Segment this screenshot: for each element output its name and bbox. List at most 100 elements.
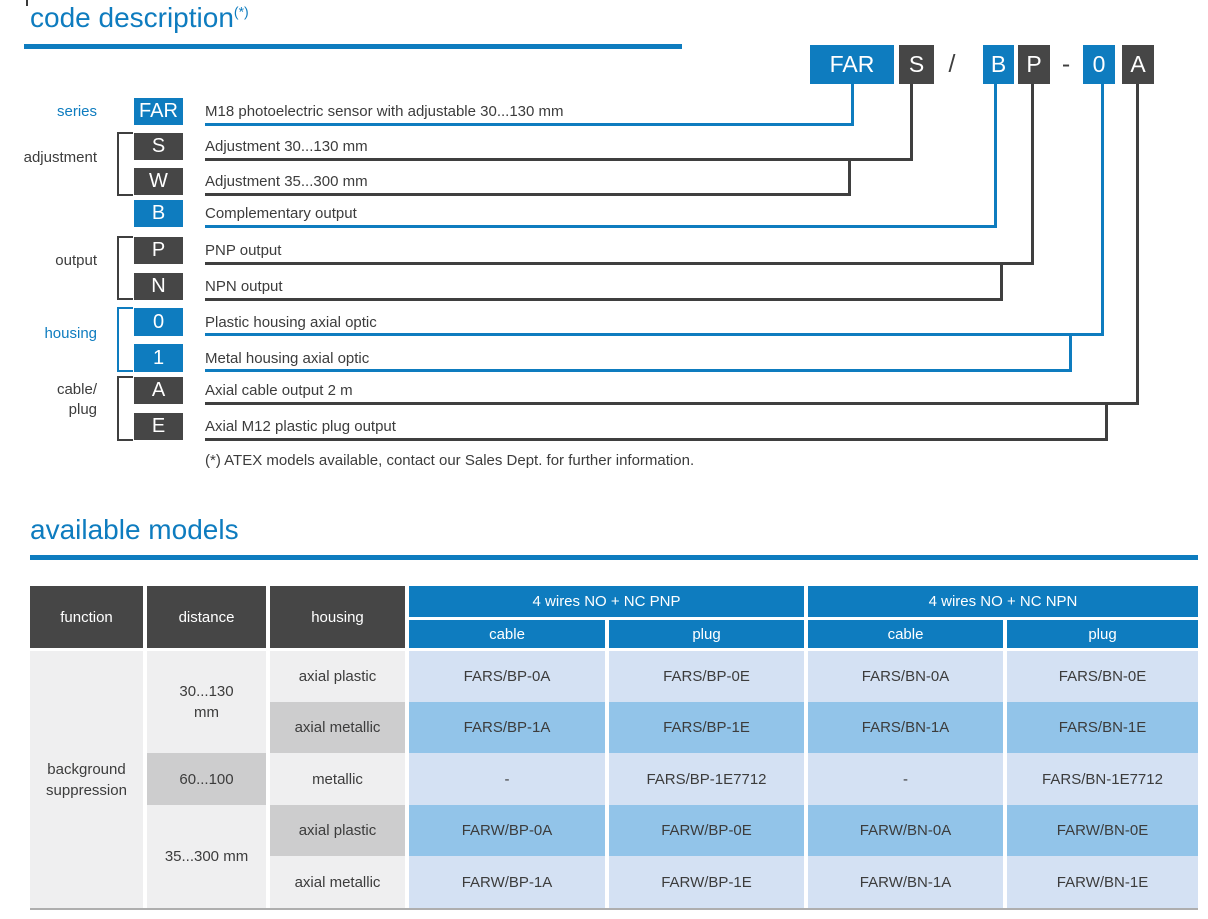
- code-section-title-rule: [24, 44, 682, 49]
- code-desc-1: Metal housing axial optic: [205, 349, 370, 367]
- col-header-housing: housing: [270, 586, 405, 648]
- code-box-0: 0: [134, 308, 183, 336]
- bracket-cable-plug: [117, 376, 133, 441]
- top-code-slash: /: [948, 50, 956, 78]
- connector-line-E: [205, 438, 1108, 441]
- code-section-title-superscript: (*): [233, 3, 249, 20]
- col-header-function: function: [30, 586, 143, 648]
- cell-model: FARS/BP-0E: [609, 651, 804, 702]
- code-desc-FAR: M18 photoelectric sensor with adjustable…: [205, 103, 564, 120]
- cell-housing-row2: axial metallic: [270, 702, 405, 753]
- table-bottom-border: [30, 908, 1198, 910]
- sub-header-npn-plug: plug: [1007, 620, 1198, 648]
- cell-model: FARS/BN-0E: [1007, 651, 1198, 702]
- top-code-dash: -: [1061, 50, 1071, 78]
- cell-housing-row1: axial plastic: [270, 651, 405, 702]
- cell-housing-row5: axial metallic: [270, 856, 405, 908]
- group-label-adjustment: adjustment: [23, 149, 97, 166]
- connector-line-0: [205, 333, 1104, 336]
- cell-model: FARS/BP-0A: [409, 651, 605, 702]
- connector-vert-W: [848, 158, 851, 196]
- code-desc-W: Adjustment 35...300 mm: [205, 173, 368, 190]
- top-code-box-P: P: [1018, 45, 1050, 84]
- code-box-S: S: [134, 133, 183, 160]
- code-desc-P: PNP output: [205, 242, 282, 259]
- code-section-title-text: code description: [30, 2, 234, 33]
- group-label-output: output: [55, 252, 97, 269]
- connector-line-FAR: [205, 123, 854, 126]
- group-header-pnp: 4 wires NO + NC PNP: [409, 586, 804, 617]
- connector-vert-E: [1105, 402, 1108, 441]
- cell-model: FARW/BP-0A: [409, 805, 605, 856]
- bracket-adjustment: [117, 132, 133, 196]
- code-box-FAR: FAR: [134, 98, 183, 125]
- connector-line-N: [205, 298, 1003, 301]
- bracket-housing: [117, 307, 133, 372]
- top-code-box-S: S: [899, 45, 934, 84]
- col-header-distance: distance: [147, 586, 266, 648]
- cell-model: -: [409, 753, 605, 805]
- connector-line-A: [205, 402, 1139, 405]
- cell-model: FARS/BN-0A: [808, 651, 1003, 702]
- code-box-N: N: [134, 273, 183, 300]
- cell-model: FARW/BN-1A: [808, 856, 1003, 908]
- cell-housing-row3: metallic: [270, 753, 405, 805]
- cell-housing-row4: axial plastic: [270, 805, 405, 856]
- cell-model: FARW/BN-0A: [808, 805, 1003, 856]
- connector-line-1: [205, 369, 1072, 372]
- top-code-box-FAR: FAR: [810, 45, 894, 84]
- cell-distance-60-100: 60...100: [147, 753, 266, 805]
- connector-vert-FAR: [851, 84, 854, 126]
- top-code-box-0: 0: [1083, 45, 1115, 84]
- connector-vert-B: [994, 84, 997, 228]
- top-code-box-B: B: [983, 45, 1014, 84]
- connector-vert-N: [1000, 262, 1003, 301]
- group-header-npn: 4 wires NO + NC NPN: [808, 586, 1198, 617]
- cell-model: FARS/BP-1E: [609, 702, 804, 753]
- cell-model: FARW/BN-1E: [1007, 856, 1198, 908]
- cell-distance-35-300: 35...300 mm: [147, 805, 266, 908]
- bracket-output: [117, 236, 133, 300]
- connector-vert-0: [1101, 84, 1104, 336]
- cell-model: FARS/BN-1A: [808, 702, 1003, 753]
- sub-header-npn-cable: cable: [808, 620, 1003, 648]
- connector-vert-1: [1069, 333, 1072, 372]
- group-label-housing: housing: [44, 325, 97, 342]
- cell-model: FARW/BP-1A: [409, 856, 605, 908]
- code-box-E: E: [134, 413, 183, 440]
- code-desc-A: Axial cable output 2 m: [205, 382, 353, 399]
- sub-header-pnp-plug: plug: [609, 620, 804, 648]
- sub-header-pnp-cable: cable: [409, 620, 605, 648]
- cell-model: -: [808, 753, 1003, 805]
- cell-model: FARS/BP-1E7712: [609, 753, 804, 805]
- models-section-title-rule: [30, 555, 1198, 560]
- connector-vert-S: [910, 84, 913, 161]
- code-desc-0: Plastic housing axial optic: [205, 313, 377, 331]
- code-desc-B: Complementary output: [205, 205, 357, 222]
- crop-artifact: [26, 0, 28, 6]
- code-box-A: A: [134, 377, 183, 404]
- cell-model: FARS/BN-1E: [1007, 702, 1198, 753]
- cell-model: FARW/BN-0E: [1007, 805, 1198, 856]
- code-box-P: P: [134, 237, 183, 264]
- code-desc-E: Axial M12 plastic plug output: [205, 418, 396, 435]
- cell-function: background suppression: [30, 651, 143, 908]
- group-label-series: series: [56, 103, 97, 120]
- code-box-B: B: [134, 200, 183, 227]
- connector-vert-P: [1031, 84, 1034, 265]
- atex-footnote: (*) ATEX models available, contact our S…: [205, 452, 695, 469]
- code-section-title: code description(*): [30, 2, 249, 34]
- cell-model: FARS/BN-1E7712: [1007, 753, 1198, 805]
- cell-model: FARW/BP-0E: [609, 805, 804, 856]
- connector-line-P: [205, 262, 1034, 265]
- top-code-box-A: A: [1122, 45, 1154, 84]
- code-desc-N: NPN output: [205, 278, 283, 295]
- cell-model: FARS/BP-1A: [409, 702, 605, 753]
- cell-model: FARW/BP-1E: [609, 856, 804, 908]
- code-desc-S: Adjustment 30...130 mm: [205, 138, 368, 155]
- models-section-title: available models: [30, 514, 239, 545]
- connector-line-W: [205, 193, 851, 196]
- code-box-1: 1: [134, 344, 183, 372]
- code-box-W: W: [134, 168, 183, 195]
